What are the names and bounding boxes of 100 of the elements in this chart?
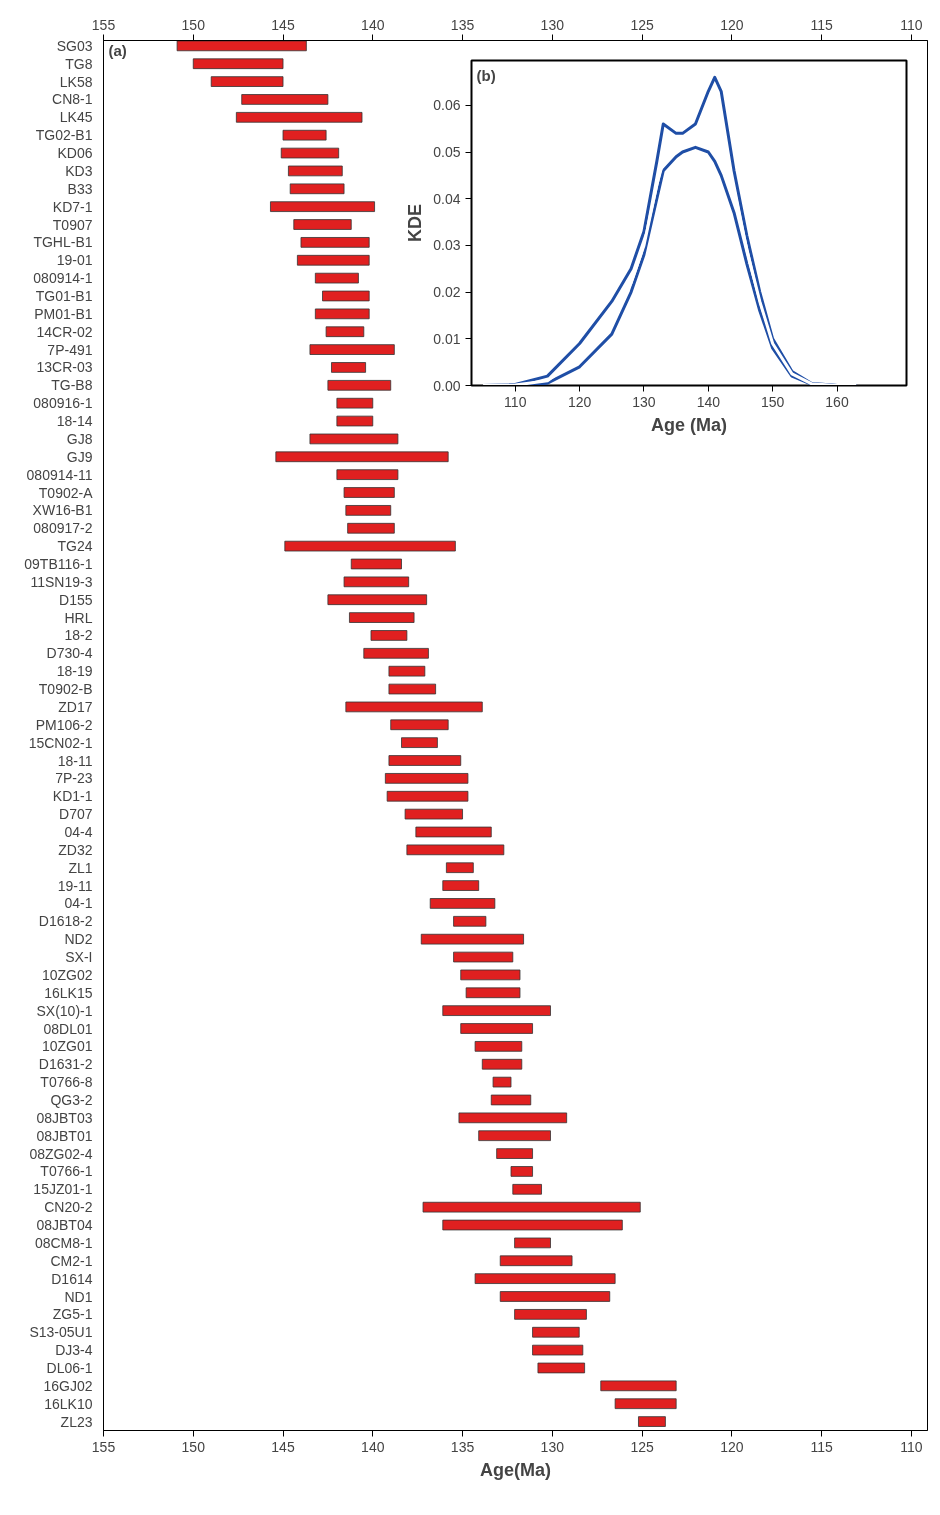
y-tick-label: DJ3-4	[55, 1342, 93, 1359]
x2-tick-label: 115	[810, 1438, 833, 1455]
y-tick-label: 10ZG01	[41, 1038, 93, 1055]
y-tick-label: CM2-1	[50, 1252, 93, 1269]
y-tick-label: 11SN19-3	[30, 573, 93, 590]
x-tick-label: 155	[91, 16, 116, 33]
y-tick-label: 08JBT03	[36, 1109, 93, 1126]
y-tick-label: D1618-2	[38, 913, 93, 930]
y-tick-label: 08JBT04	[36, 1217, 93, 1234]
y-tick-label: ZD32	[58, 841, 93, 858]
x-tick-label: 130	[540, 16, 565, 33]
y-tick-label: 19-11	[57, 877, 93, 894]
y-tick-label: T0766-8	[40, 1074, 93, 1091]
annotation: (b)	[476, 66, 496, 84]
y-tick-label: T0766-1	[40, 1163, 93, 1180]
y-tick-label: QG3-2	[50, 1091, 93, 1108]
y-tick-label: PM106-2	[35, 716, 93, 733]
y-tick-label: KD06	[57, 145, 93, 162]
y-tick-label: CN20-2	[44, 1199, 93, 1216]
x2-tick-label: 155	[91, 1438, 116, 1455]
y-tick-label: 04-1	[64, 895, 93, 912]
y-tick-label: XW16-B1	[32, 502, 93, 519]
y-tick-label: LK58	[59, 73, 93, 90]
y-tick-label: 0.06	[433, 97, 461, 114]
y-tick-label: KD7-1	[52, 198, 93, 215]
y-tick-label: S13-05U1	[29, 1324, 93, 1341]
y-tick-label: DL06-1	[46, 1359, 93, 1376]
x-tick-label: 125	[630, 16, 654, 33]
y-tick-label: 7P-491	[47, 341, 93, 358]
x2-tick-label: 110	[900, 1438, 923, 1455]
y-tick-label: 19-01	[56, 252, 93, 269]
y-tick-label: SG03	[56, 37, 93, 54]
y-tick-label: 15JZ01-1	[33, 1181, 93, 1198]
y-tick-label: SX(10)-1	[36, 1002, 93, 1019]
y-tick-label: 14CR-02	[36, 323, 93, 340]
y-tick-label: ND2	[64, 931, 93, 948]
y-tick-label: T0907	[52, 216, 93, 233]
x-tick-label: 145	[271, 16, 295, 33]
y-tick-label: TG02-B1	[35, 127, 93, 144]
y-tick-label: T0902-A	[38, 484, 94, 501]
y-tick-label: 15CN02-1	[28, 734, 93, 751]
y-tick-label: D730-4	[46, 645, 93, 662]
y-tick-label: D707	[59, 806, 93, 823]
x2-tick-label: 120	[720, 1438, 744, 1455]
y-tick-label: 04-4	[64, 823, 93, 840]
y-tick-label: 080914-1	[33, 270, 93, 287]
y-tick-label: B33	[67, 180, 93, 197]
y-tick-label: 0.01	[433, 330, 461, 347]
annotation: (a)	[108, 41, 127, 59]
x2-tick-label: 150	[181, 1438, 206, 1455]
x2-tick-label: 125	[630, 1438, 654, 1455]
x-tick-label: 150	[181, 16, 206, 33]
x-tick-label: 115	[810, 16, 833, 33]
y-tick-label: KD1-1	[52, 788, 93, 805]
y-tick-label: TG01-B1	[35, 287, 93, 304]
x-tick-label: 150	[760, 393, 785, 410]
x-tick-label: 140	[696, 393, 721, 410]
y-tick-label: 080914-11	[26, 466, 93, 483]
y-tick-label: ZL1	[68, 859, 93, 876]
y-tick-label: 080917-2	[33, 520, 93, 537]
y-tick-label: SX-I	[65, 949, 93, 966]
x-tick-label: 110	[900, 16, 923, 33]
y-tick-label: 0.05	[433, 144, 461, 161]
x-axis-title: Age(Ma)	[480, 1459, 551, 1480]
y-axis-title: KDE	[405, 203, 426, 242]
y-tick-label: 0.00	[433, 377, 461, 394]
y-tick-label: 18-19	[56, 663, 93, 680]
y-tick-label: ND1	[64, 1288, 93, 1305]
y-tick-label: PM01-B1	[34, 305, 93, 322]
y-tick-label: 16LK10	[44, 1395, 93, 1412]
y-tick-label: 0.03	[433, 237, 461, 254]
y-tick-label: 0.04	[433, 190, 461, 207]
y-tick-label: ZD17	[58, 698, 93, 715]
y-tick-label: KD3	[65, 162, 93, 179]
y-tick-label: TG-B8	[51, 377, 93, 394]
x-tick-label: 110	[504, 393, 527, 410]
y-tick-label: 08CM8-1	[34, 1234, 93, 1251]
y-tick-label: T0902-B	[38, 681, 93, 698]
y-tick-label: 18-14	[56, 413, 93, 430]
y-tick-label: GJ9	[66, 448, 93, 465]
y-tick-label: 16GJ02	[43, 1377, 93, 1394]
y-tick-label: 10ZG02	[41, 966, 93, 983]
y-tick-label: LK45	[59, 109, 93, 126]
y-tick-label: 13CR-03	[36, 359, 93, 376]
x-tick-label: 160	[825, 393, 849, 410]
y-tick-label: D1631-2	[38, 1056, 93, 1073]
y-tick-label: ZL23	[60, 1413, 93, 1430]
y-tick-label: 09TB116-1	[24, 555, 93, 572]
y-tick-label: 16LK15	[44, 984, 93, 1001]
y-tick-label: 08DL01	[43, 1020, 93, 1037]
y-tick-label: TGHL-B1	[33, 234, 93, 251]
y-tick-label: HRL	[64, 609, 93, 626]
y-tick-label: 18-11	[57, 752, 93, 769]
x-tick-label: 135	[450, 16, 475, 33]
x-axis-title: Age (Ma)	[651, 414, 728, 435]
y-tick-label: D1614	[51, 1270, 93, 1287]
y-tick-label: 08ZG02-4	[29, 1145, 93, 1162]
y-tick-label: TG24	[57, 538, 93, 555]
y-tick-label: 08JBT01	[36, 1127, 93, 1144]
x2-tick-label: 140	[361, 1438, 385, 1455]
